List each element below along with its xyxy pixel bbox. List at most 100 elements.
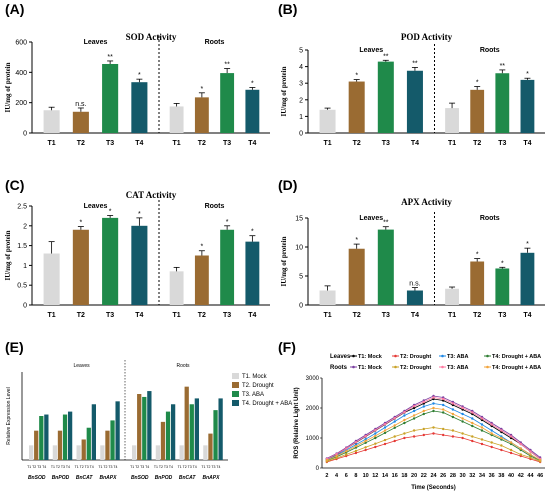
- data-point: [412, 409, 416, 413]
- data-point: [490, 432, 493, 435]
- data-point: [461, 420, 464, 423]
- y-axis-label: IU/mg of protein: [280, 66, 288, 116]
- data-point: [480, 442, 484, 446]
- bar: [495, 73, 510, 133]
- data-point: [509, 451, 513, 455]
- x-tick-label: T1: [448, 312, 456, 319]
- panel-d: (D) APX Activity 0 5 10 15 IU/mg of protein Lea…: [278, 177, 545, 319]
- x-tick-label: T1: [448, 140, 456, 147]
- group-label: Roots: [480, 47, 500, 54]
- y-axis-label: IU/mg of protein: [4, 62, 12, 112]
- legend-label: T4: Drought + ABA: [492, 354, 541, 360]
- legend-label: T1: Mock: [358, 365, 383, 371]
- x-tick-label: T4: [248, 312, 256, 319]
- data-point: [422, 412, 426, 416]
- legend-label: T2. Drought: [242, 383, 274, 389]
- data-point: [345, 450, 348, 453]
- data-point: [471, 424, 474, 428]
- bar: [115, 401, 120, 460]
- significance-label: *: [109, 209, 112, 216]
- x-tick-label: T4: [248, 140, 256, 147]
- bar: [319, 109, 336, 133]
- x-tick-label: T4: [411, 140, 419, 147]
- y-tick-label: 2: [23, 223, 27, 230]
- data-point: [403, 414, 406, 417]
- data-point: [519, 453, 522, 456]
- x-tick-label: T3: [223, 312, 231, 319]
- data-point: [403, 432, 406, 435]
- data-point: [393, 420, 396, 423]
- data-point: [461, 412, 464, 416]
- legend-swatch: [232, 391, 239, 397]
- data-point: [538, 459, 542, 462]
- data-point: [451, 412, 455, 416]
- legend-label: T4. Drought + ABA: [242, 401, 292, 407]
- data-point: [422, 409, 426, 413]
- data-point: [432, 396, 435, 399]
- data-point: [480, 429, 484, 432]
- bar: [91, 404, 96, 460]
- x-tick-label: T2: [198, 312, 206, 319]
- gene-label: BnSOD: [28, 475, 46, 481]
- y-tick-label: 1.5: [17, 243, 27, 250]
- bar: [76, 445, 81, 460]
- x-tick-label: 22: [421, 473, 427, 479]
- y-tick-label: 0: [23, 303, 27, 310]
- data-point: [422, 433, 426, 437]
- significance-label: **: [107, 54, 113, 61]
- significance-label: *: [476, 252, 479, 259]
- x-tick-label: T3: [498, 140, 506, 147]
- data-point: [480, 426, 484, 429]
- data-point: [412, 414, 416, 417]
- bar: [213, 410, 218, 460]
- data-point: [403, 411, 406, 414]
- x-tick-label: 14: [382, 473, 389, 479]
- series-line: [326, 433, 541, 463]
- y-tick-label: 400: [15, 70, 27, 77]
- panel-f: (F) 0 1000 2000 3000 ROS (Relative Light Unit…: [278, 339, 545, 491]
- data-point: [393, 424, 396, 427]
- x-tick-label: T4: [135, 140, 143, 147]
- bar: [86, 427, 91, 460]
- data-point: [354, 441, 358, 444]
- panel-e: (E) Relative Expression Level Leaves BnSOD T…: [5, 339, 292, 481]
- y-tick-label: 200: [15, 100, 27, 107]
- data-point: [441, 427, 445, 431]
- bar: [52, 445, 58, 460]
- bar: [43, 253, 60, 305]
- bar: [105, 430, 110, 460]
- legend-marker: [394, 365, 397, 369]
- x-tick-label: 40: [508, 473, 514, 479]
- data-point: [412, 417, 416, 420]
- data-point: [364, 435, 367, 438]
- x-tick-label: T1: [323, 312, 331, 319]
- data-point: [364, 439, 367, 443]
- bar: [218, 398, 223, 460]
- data-point: [500, 448, 503, 452]
- y-tick-label: 3000: [306, 376, 320, 382]
- group-label: Leaves: [74, 363, 91, 369]
- panel-label: (F): [278, 339, 296, 355]
- x-tick-label: T2: [473, 312, 481, 319]
- bar: [319, 290, 336, 305]
- legend-swatch: [232, 373, 239, 379]
- x-tick-label: 12: [372, 473, 378, 479]
- gene-label: BnPOD: [52, 475, 70, 481]
- legend-label: T3: ABA: [447, 354, 469, 360]
- data-point: [345, 447, 348, 450]
- data-point: [471, 435, 474, 438]
- data-point: [519, 442, 522, 446]
- y-tick-label: 2.5: [17, 204, 27, 211]
- panel-label: (D): [278, 177, 297, 193]
- bar: [245, 89, 260, 133]
- legend-label: T1. Mock: [242, 374, 268, 380]
- data-point: [412, 435, 416, 438]
- bar: [72, 111, 89, 133]
- x-tick-label: T2: [353, 312, 361, 319]
- data-point: [393, 426, 396, 429]
- x-tick-label: T4: [523, 312, 531, 319]
- data-point: [480, 423, 484, 426]
- significance-label: *: [526, 241, 529, 248]
- bar: [165, 411, 171, 460]
